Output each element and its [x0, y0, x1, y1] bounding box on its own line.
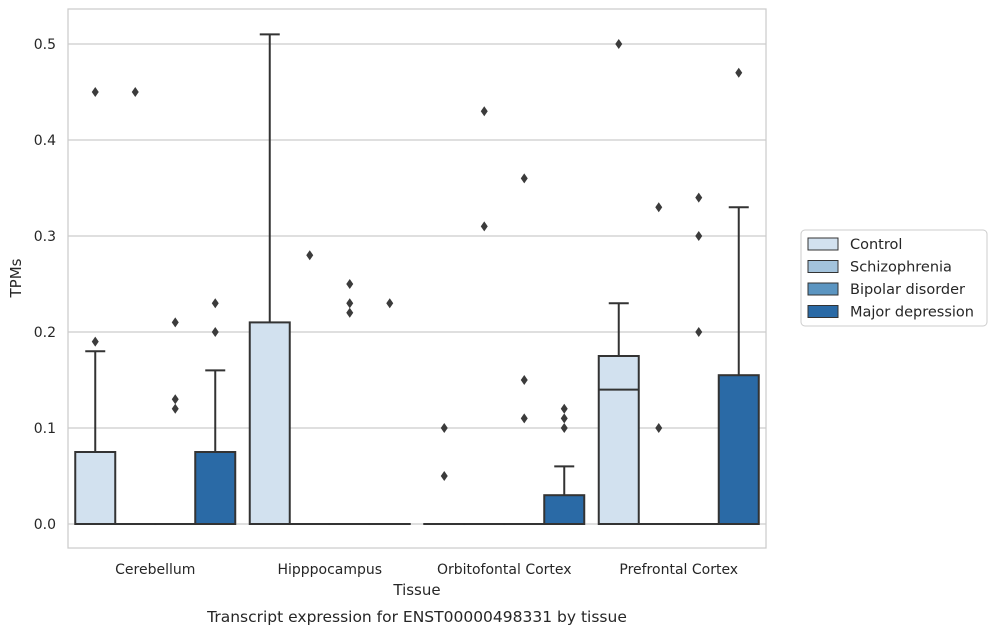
category-group [423, 106, 586, 526]
outlier-point [560, 413, 568, 424]
outlier-point [695, 231, 703, 241]
legend-label: Bipolar disorder [850, 282, 965, 298]
outlier-point [91, 336, 99, 347]
box-control [74, 87, 117, 525]
outlier-point [655, 202, 663, 213]
box-body [74, 451, 117, 525]
x-axis-label: Tissue [392, 581, 440, 599]
y-tick-label: 0.2 [34, 325, 56, 341]
outlier-point [520, 375, 528, 385]
box-schizophrenia [463, 106, 506, 526]
category-group [597, 39, 760, 526]
legend-label: Schizophrenia [850, 260, 952, 276]
box-control [248, 33, 291, 525]
y-axis-label: TPMs [7, 258, 25, 298]
outlier-point [440, 471, 448, 481]
outlier-point [346, 298, 354, 309]
category-group [74, 87, 237, 526]
box-bipolar-disorder [503, 173, 546, 526]
outlier-point [560, 403, 568, 414]
outlier-point [520, 173, 528, 184]
box-major-depression [194, 298, 237, 525]
x-axis-ticks: Cerebellum Hipppocampus Orbitofontal Corte… [115, 562, 738, 578]
outlier-point [171, 403, 179, 414]
box-major-depression [717, 67, 760, 526]
y-axis-ticks: 0.0 0.1 0.2 0.3 0.4 0.5 [34, 37, 56, 533]
outlier-point [615, 39, 623, 49]
legend-label: Control [850, 237, 902, 253]
x-tick-label: Orbitofontal Cortex [437, 562, 572, 578]
outlier-point [171, 394, 179, 405]
box-control [597, 39, 640, 525]
legend-frame [800, 229, 988, 327]
x-tick-label: Hipppocampus [277, 562, 382, 578]
legend-swatch [807, 282, 839, 296]
y-tick-label: 0.4 [34, 133, 56, 149]
box-body [194, 451, 237, 525]
outlier-point [520, 413, 528, 424]
outlier-point [480, 106, 488, 117]
box-major-depression [543, 403, 586, 526]
box-body [597, 355, 640, 525]
legend-swatch [807, 260, 839, 273]
y-tick-label: 0.3 [34, 229, 56, 245]
outlier-point [211, 298, 219, 309]
outlier-point [91, 87, 99, 97]
y-tick-label: 0.1 [34, 421, 56, 437]
legend-swatch [807, 237, 839, 251]
box-body [248, 321, 291, 525]
outlier-point [171, 317, 179, 328]
box-body [543, 494, 586, 526]
x-tick-label: Cerebellum [115, 562, 195, 578]
outlier-point [695, 192, 703, 203]
category-group [248, 33, 411, 526]
outlier-point [480, 221, 488, 232]
legend: Control Schizophrenia Bipolar disorder Majo… [800, 229, 988, 327]
plot-area-frame [67, 8, 767, 549]
outlier-point [211, 327, 219, 337]
box-groups [74, 33, 760, 526]
outlier-point [346, 307, 354, 318]
outlier-point [440, 423, 448, 433]
box-major-depression [368, 298, 411, 526]
box-body [717, 374, 760, 526]
outlier-point [560, 423, 568, 433]
legend-label: Major depression [850, 305, 974, 321]
outlier-point [306, 250, 314, 261]
outlier-point [655, 423, 663, 433]
y-tick-label: 0.5 [34, 37, 56, 53]
y-tick-label: 0.0 [34, 517, 56, 533]
outlier-point [346, 279, 354, 289]
outlier-point [131, 87, 139, 97]
x-tick-label: Prefrontal Cortex [619, 562, 738, 578]
outlier-point [735, 67, 743, 78]
legend-swatch [807, 305, 839, 318]
chart-caption: Transcript expression for ENST0000049833… [206, 608, 627, 626]
outlier-point [695, 327, 703, 337]
box-control [423, 423, 466, 526]
outlier-point [386, 298, 394, 309]
